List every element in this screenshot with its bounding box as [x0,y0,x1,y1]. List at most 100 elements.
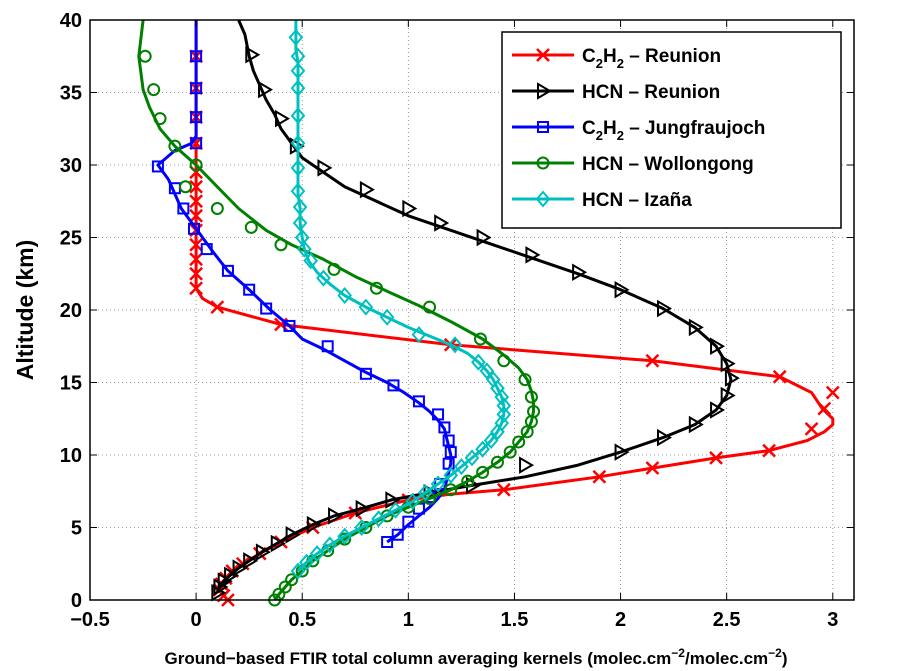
data-point-marker [496,405,512,423]
data-point-marker [210,300,225,314]
data-point-marker [388,501,403,519]
data-point-marker [243,283,256,296]
data-point-marker [303,252,319,270]
data-point-marker [402,515,415,528]
data-point-marker [210,202,224,215]
data-point-marker [496,482,511,497]
data-point-marker [417,484,433,502]
data-point-marker [370,281,383,295]
x-axis-label-end: ) [782,649,788,668]
data-point-marker [168,139,182,153]
legend-entry: HCN – Wollongong [512,154,754,175]
data-point-marker [328,507,344,525]
data-point-marker [285,526,301,544]
series-1 [211,19,740,602]
data-point-marker [245,46,261,64]
data-point-marker [283,319,296,332]
data-point-marker [200,243,213,256]
data-point-marker [524,390,538,404]
legend-label-part: C [582,118,596,139]
data-point-marker [290,79,306,97]
x-axis-label-mid: /molec.cm [685,649,768,668]
data-point-marker [447,336,463,354]
legend-entry: HCN – Izaña [512,190,692,211]
y-tick-label: 10 [60,445,82,467]
data-point-marker [825,385,840,400]
data-point-marker [485,371,501,389]
data-point-marker [688,318,704,337]
legend-label-part: – Jungfraujoch [624,118,765,139]
x-axis-label: Ground−based FTIR total column averaging… [164,646,787,668]
data-point-marker [379,308,395,326]
x-tick-label: 2 [615,609,626,631]
data-point-marker [464,449,480,467]
data-point-marker [274,238,288,252]
legend-label-part: – Reunion [624,46,721,67]
data-point-marker [572,263,588,282]
data-point-marker [724,369,740,387]
data-point-marker [434,214,450,232]
data-point-marker [316,269,331,287]
legend-label-part: H [603,118,617,139]
data-point-marker [189,194,203,209]
data-point-marker [391,528,404,541]
data-point-marker [503,445,517,459]
data-point-marker [710,401,726,419]
data-point-marker [292,198,308,216]
data-point-marker [411,326,427,344]
data-point-marker [645,461,660,475]
data-point-marker [187,222,200,235]
legend-marker [537,121,549,133]
legend-label-part: 2 [617,56,624,71]
y-tick-label: 15 [60,373,82,395]
data-point-marker [354,518,369,537]
data-point-marker [299,553,314,571]
x-tick-label: 0.5 [288,609,316,631]
data-point-marker [657,428,672,447]
x-axis-label-main: Ground−based FTIR total column averaging… [164,649,671,668]
data-point-marker [444,446,457,459]
legend-label: C2H2 – Jungfraujoch [582,118,765,143]
legend-label: HCN – Wollongong [582,154,754,175]
y-tick-label: 20 [60,300,82,322]
data-point-marker [519,456,535,474]
data-point-marker [290,62,306,80]
data-point-marker [147,83,161,97]
legend-label-part: 2 [596,56,603,71]
data-point-marker [461,474,475,488]
data-point-marker [473,332,487,346]
data-point-marker [405,492,420,510]
x-tick-label: 0 [191,609,202,631]
data-point-marker [189,208,203,223]
data-point-marker [804,422,819,436]
data-point-marker [292,214,308,232]
legend-label: HCN – Izaña [582,190,692,211]
data-point-marker [720,386,736,405]
data-point-marker [688,415,704,434]
data-point-marker [817,401,832,416]
data-point-marker [290,562,306,580]
data-point-marker [512,435,526,449]
data-point-marker [476,465,490,479]
data-point-marker [412,395,425,408]
y-tick-label: 40 [60,10,82,32]
legend-marker [536,48,550,62]
data-point-marker [177,202,190,215]
data-point-marker [189,237,203,252]
data-point-marker [442,457,455,470]
data-point-marker [290,47,306,65]
x-tick-label: 2.5 [713,609,741,631]
data-point-marker [355,499,371,518]
legend-marker [537,82,552,100]
data-point-marker [153,112,167,126]
x-tick-label: 3 [827,609,838,631]
legend-marker [535,190,551,208]
y-tick-label: 25 [60,228,82,250]
data-point-marker [213,578,229,596]
data-point-marker [179,180,192,194]
data-point-marker [322,536,338,554]
data-point-marker [381,536,394,548]
legend-box [501,31,842,229]
